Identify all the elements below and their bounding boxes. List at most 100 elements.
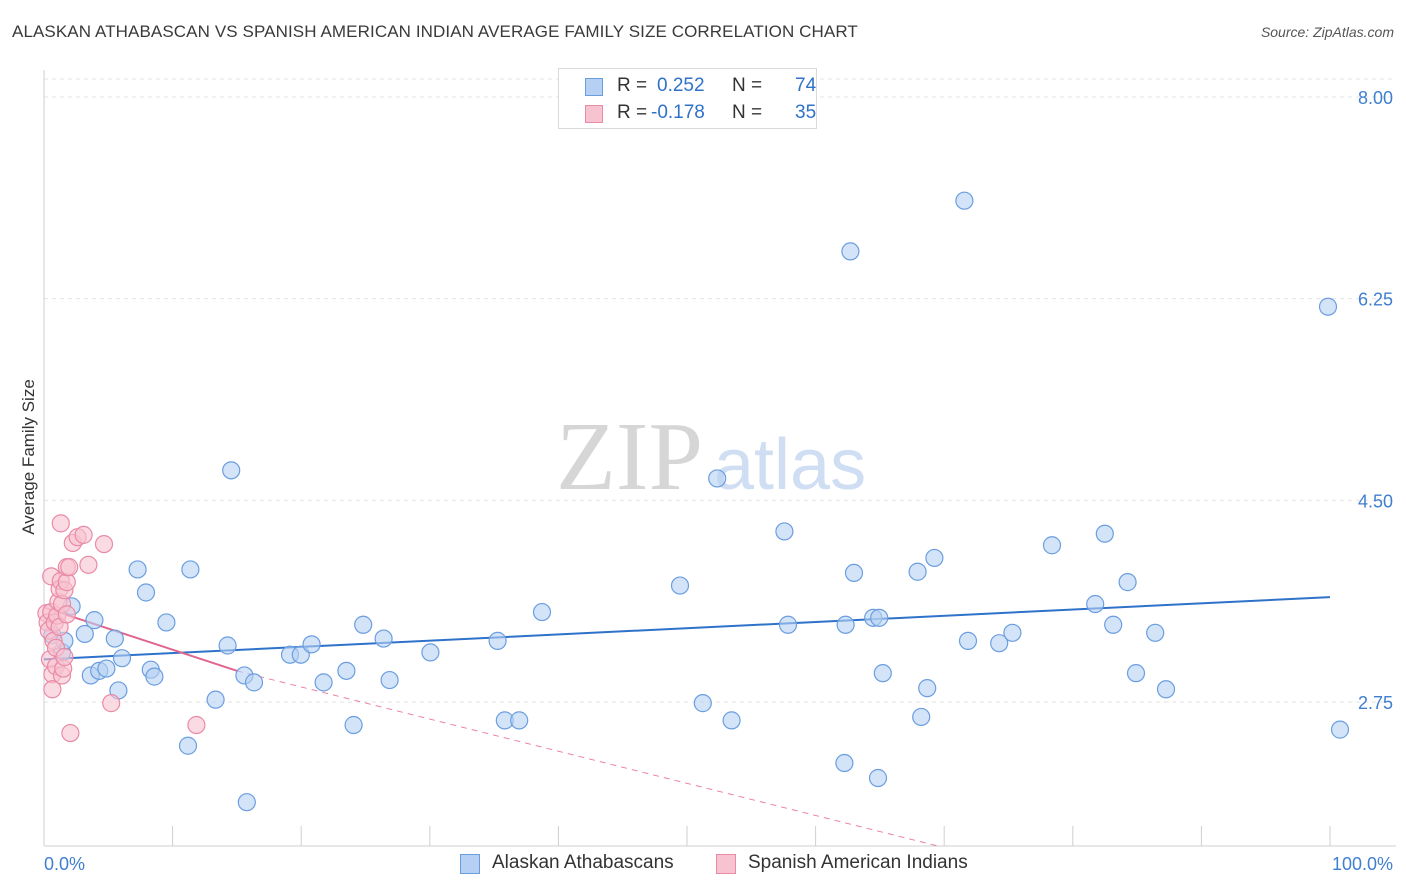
legend-label: Spanish American Indians [748,852,968,873]
point-athabascan [105,629,124,648]
r-label: R = [617,75,648,96]
point-athabascan [206,690,225,709]
point-athabascan [722,711,741,730]
point-spanish [94,534,114,554]
x-tick-label: 100.0% [1332,854,1393,874]
point-spanish [79,555,98,574]
trend-lines [43,596,1331,847]
point-athabascan [1095,524,1114,543]
point-athabascan [955,191,974,210]
point-athabascan [693,694,712,713]
point-athabascan [1104,615,1123,634]
point-spanish [60,558,79,577]
point-athabascan [870,608,889,627]
point-spanish [102,694,121,713]
legend-label: Alaskan Athabascans [492,852,674,873]
point-athabascan [488,631,507,650]
point-athabascan [775,522,794,541]
trend-line-spanish [43,606,238,672]
point-spanish [43,680,62,699]
y-tick-label: 8.00 [1358,88,1393,108]
point-athabascan [1042,536,1062,555]
point-athabascan [222,461,241,480]
point-spanish [74,525,93,544]
source-label: Source: ZipAtlas.com [1260,24,1394,40]
point-athabascan [97,659,116,678]
point-athabascan [918,679,937,698]
point-spanish [55,647,74,667]
chart-title: ALASKAN ATHABASCAN VS SPANISH AMERICAN I… [12,22,858,41]
point-athabascan [510,711,529,730]
point-athabascan [344,715,363,735]
point-athabascan [128,560,147,579]
point-athabascan [374,629,393,648]
point-athabascan [75,624,94,644]
trend-extension-spanish [236,670,938,847]
point-athabascan [1086,594,1105,614]
legend-swatch-pink [716,854,736,874]
legend-swatch-blue [460,854,480,874]
n-label: N = [732,75,763,96]
legend-swatch-blue [585,78,603,96]
point-spanish [51,514,70,533]
y-axis-label: Average Family Size [19,379,38,535]
point-athabascan [354,615,373,634]
point-athabascan [670,576,690,595]
legend-swatch-pink [585,105,603,123]
r-value: 0.252 [657,75,705,96]
point-athabascan [1003,623,1022,642]
watermark-atlas: atlas [714,425,866,505]
point-athabascan [1156,680,1176,699]
point-athabascan [841,242,860,261]
point-athabascan [421,643,440,662]
point-athabascan [157,613,176,632]
point-athabascan [912,707,931,727]
x-tick-label: 0.0% [44,854,85,874]
point-athabascan [778,615,798,634]
r-label: R = [617,102,648,123]
point-athabascan [532,602,552,622]
point-athabascan [380,670,399,690]
watermark: ZIP atlas [556,403,866,511]
watermark-zip: ZIP [556,403,703,511]
point-athabascan [244,673,264,692]
point-athabascan [218,636,237,655]
data-points [37,191,1350,812]
point-athabascan [1330,720,1350,739]
point-athabascan [908,562,927,581]
stats-legend: R = 0.252 N = 74 R = -0.178 N = 35 [558,68,817,129]
point-athabascan [85,611,104,630]
point-athabascan [835,753,854,773]
n-value: 74 [795,75,817,96]
r-value: -0.178 [651,102,705,123]
trend-line-athabascan [43,596,1331,661]
point-athabascan [302,635,321,654]
point-athabascan [1126,664,1146,683]
point-athabascan [873,664,892,683]
point-athabascan [990,634,1009,653]
gridlines [44,78,1396,703]
point-athabascan [145,667,164,686]
point-athabascan [237,793,256,812]
axes: 2.75 4.50 6.25 8.00 0.0% 100.0% [43,70,1396,874]
point-athabascan [925,548,944,568]
n-value: 35 [795,102,817,123]
point-athabascan [844,563,864,583]
point-athabascan [868,768,888,788]
point-athabascan [112,649,132,668]
point-spanish [61,723,80,743]
point-athabascan [1146,623,1165,642]
point-athabascan [958,631,978,650]
n-label: N = [732,102,763,123]
y-tick-label: 2.75 [1358,693,1393,713]
y-tick-label: 6.25 [1358,290,1393,310]
point-spanish [57,605,76,624]
point-spanish [187,715,206,735]
point-athabascan [181,560,200,579]
point-athabascan [178,736,198,755]
point-athabascan [1318,297,1338,316]
point-athabascan [708,469,727,488]
point-athabascan [337,661,356,680]
y-tick-label: 4.50 [1358,491,1393,511]
